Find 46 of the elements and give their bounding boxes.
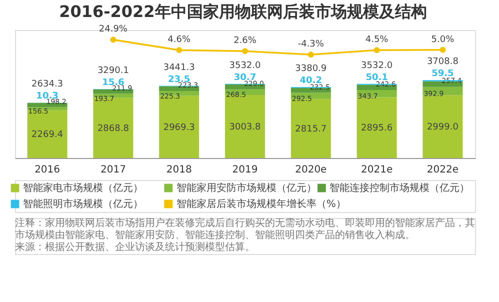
data-label: 2.6%	[234, 36, 257, 46]
point	[308, 52, 314, 58]
bar	[93, 98, 134, 158]
data-label: 2969.3	[163, 122, 195, 133]
total-label: 3290.1	[97, 66, 129, 76]
legend-label: 智能照明市场规模（亿元）	[23, 198, 143, 210]
data-label: 4.5%	[365, 35, 389, 46]
point	[374, 47, 380, 54]
bar	[356, 97, 397, 158]
total-label: 3708.8	[426, 57, 459, 68]
point	[440, 46, 446, 53]
data-label: 2868.8	[97, 124, 130, 134]
total-label: 3380.9	[295, 64, 327, 74]
source-note: 来源：根据公开数据、企业访谈及统计预测模型估算。	[15, 241, 255, 253]
data-label: 2895.6	[361, 124, 393, 134]
total-label: 3441.3	[163, 62, 195, 73]
point	[110, 36, 116, 43]
text: 注释：家用物联网后装市场指用户在装修完成后自行购买的无需动水动电、即装即用的智能家居产品，其市场规模由智能家电、智能家用安防、智能连接控制、智能照明四类产品的销售收入构成。	[15, 217, 475, 241]
data-label: 2999.0	[426, 122, 459, 133]
x-tick-label: 2019	[232, 164, 258, 176]
legend-label: 智能家居后装市场规模年增长率（%）	[176, 198, 346, 210]
data-label: 4.6%	[168, 35, 191, 46]
bar	[27, 110, 68, 158]
point	[176, 47, 182, 54]
bar	[225, 84, 265, 90]
data-label: 5.0%	[431, 34, 455, 45]
data-label: -4.3%	[298, 40, 324, 50]
x-tick-label: 2021e	[361, 164, 393, 176]
data-label: 3003.8	[229, 122, 262, 132]
total-label: 2634.3	[32, 80, 64, 90]
bar	[422, 95, 463, 158]
legend-label: 智能家电市场规模（亿元）	[23, 182, 143, 194]
data-label: 2815.7	[295, 124, 327, 134]
chart-title: 2016-2022年中国家用物联网后装市场规模及结构	[59, 2, 427, 22]
legend-label: 智能家用安防市场规模（亿元）	[176, 182, 316, 194]
x-tick-label: 2018	[166, 164, 192, 176]
x-tick-label: 2017	[100, 164, 126, 176]
x-tick-label: 2016	[34, 164, 60, 176]
point	[242, 48, 248, 54]
total-label: 3532.0	[229, 60, 262, 71]
data-label: 24.9%	[98, 24, 128, 35]
x-tick-label: 2020e	[295, 164, 327, 176]
data-label: 2269.4	[32, 130, 64, 140]
total-label: 3532.0	[361, 60, 393, 71]
x-tick-label: 2022e	[426, 164, 459, 176]
legend-label: 智能连接控制市场规模（亿元）	[330, 182, 470, 194]
